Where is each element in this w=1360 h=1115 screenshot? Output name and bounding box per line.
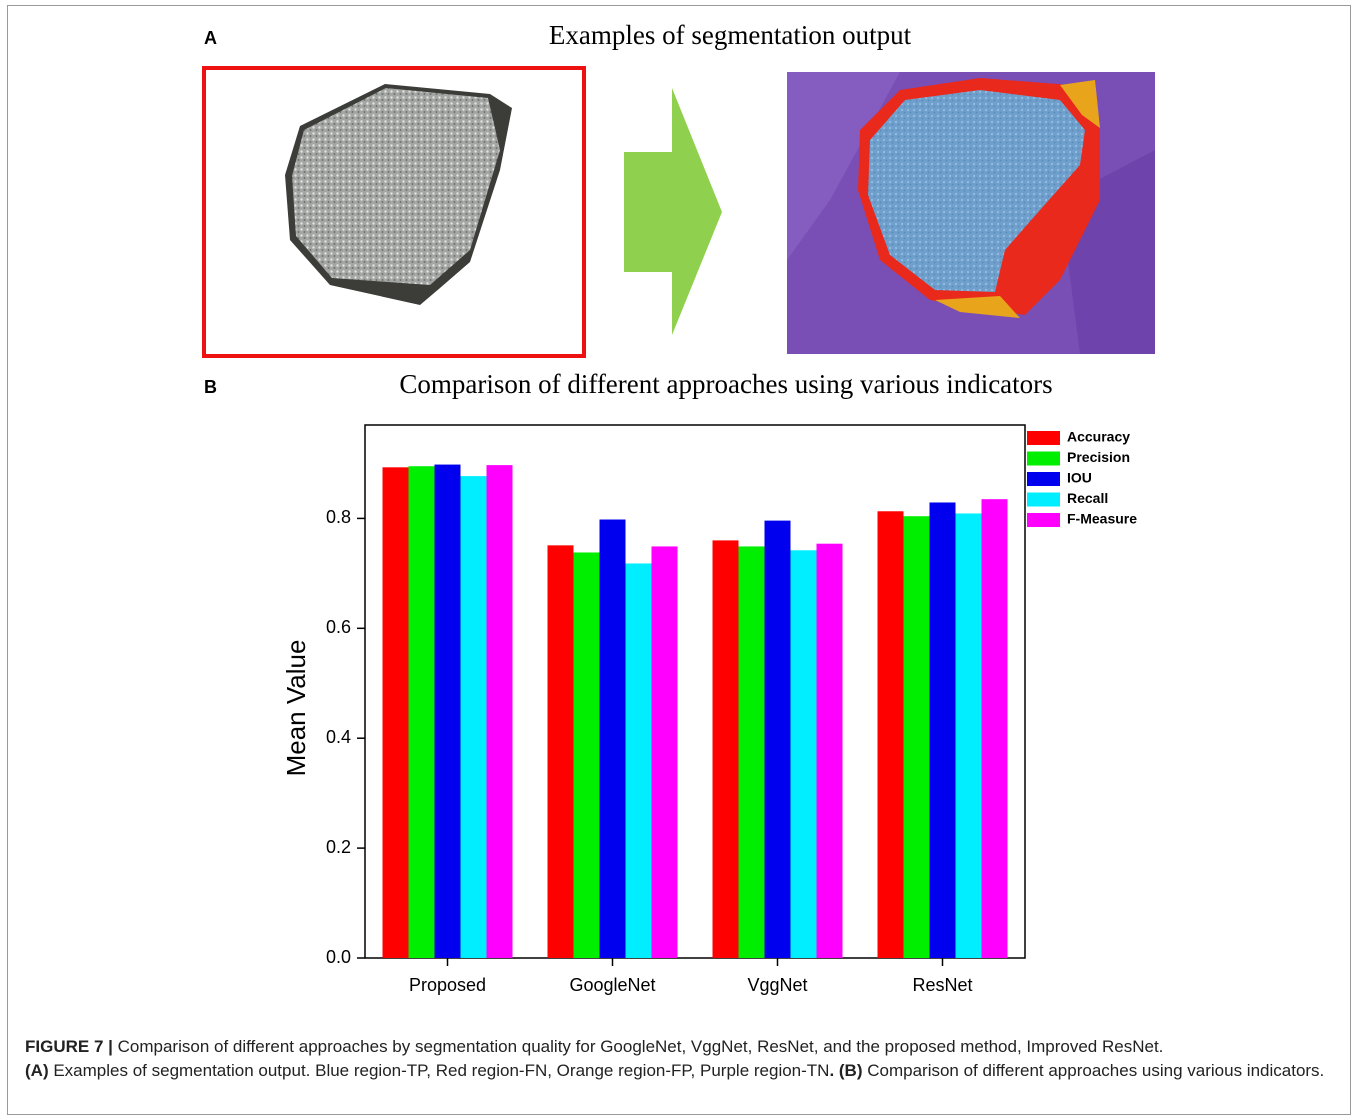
bar (383, 467, 409, 958)
arrow (624, 88, 722, 335)
bar (817, 544, 843, 958)
caption-label: FIGURE 7 | (25, 1037, 113, 1056)
panel-label: B (204, 377, 217, 397)
y-tick-label: 0.6 (326, 617, 351, 637)
legend-swatch (1027, 431, 1060, 445)
legend-swatch (1027, 493, 1060, 507)
bar (739, 546, 765, 958)
bar (409, 466, 435, 958)
bar (652, 546, 678, 958)
bar (600, 520, 626, 958)
legend-swatch (1027, 472, 1060, 486)
legend-label: Accuracy (1067, 429, 1130, 445)
x-tick-label: Proposed (409, 975, 486, 995)
bar (791, 550, 817, 958)
page: A Examples of segmentation output B Comp… (0, 0, 1360, 1109)
segmentation-image (787, 72, 1155, 354)
caption: FIGURE 7 | Comparison of different appro… (25, 1035, 1325, 1083)
bar (956, 513, 982, 958)
bar (435, 465, 461, 958)
x-tick-label: GoogleNet (569, 975, 655, 995)
bar (461, 476, 487, 958)
bar (930, 502, 956, 958)
bar (982, 499, 1008, 958)
legend-label: IOU (1067, 470, 1092, 486)
caption-text: Comparison of different approaches using… (867, 1061, 1324, 1080)
legend-label: Recall (1067, 490, 1108, 506)
legend-label: F-Measure (1067, 511, 1137, 527)
bar (904, 516, 930, 958)
panel-label: A (204, 28, 217, 48)
y-tick-label: 0.0 (326, 947, 351, 967)
bar (713, 540, 739, 958)
figure: A Examples of segmentation output B Comp… (0, 0, 1360, 1030)
caption-text: Comparison of different approaches by se… (118, 1037, 1164, 1056)
bar (626, 563, 652, 958)
legend-swatch (1027, 452, 1060, 466)
chart-title: Comparison of different approaches using… (399, 369, 1052, 399)
legend-label: Precision (1067, 449, 1130, 465)
legend-swatch (1027, 513, 1060, 527)
caption-text: Examples of segmentation output. Blue re… (53, 1061, 829, 1080)
bar (765, 521, 791, 958)
caption-label: . (B) (829, 1061, 862, 1080)
bar (574, 552, 600, 958)
x-tick-label: ResNet (912, 975, 972, 995)
y-axis-label: Mean Value (281, 640, 311, 777)
y-tick-label: 0.4 (326, 727, 351, 747)
panel-title: Examples of segmentation output (549, 20, 912, 50)
y-tick-label: 0.8 (326, 507, 351, 527)
bar (878, 511, 904, 958)
bar (487, 465, 513, 958)
input-image (204, 68, 584, 356)
y-tick-label: 0.2 (326, 837, 351, 857)
bar (548, 545, 574, 958)
x-tick-label: VggNet (747, 975, 807, 995)
caption-label: (A) (25, 1061, 49, 1080)
